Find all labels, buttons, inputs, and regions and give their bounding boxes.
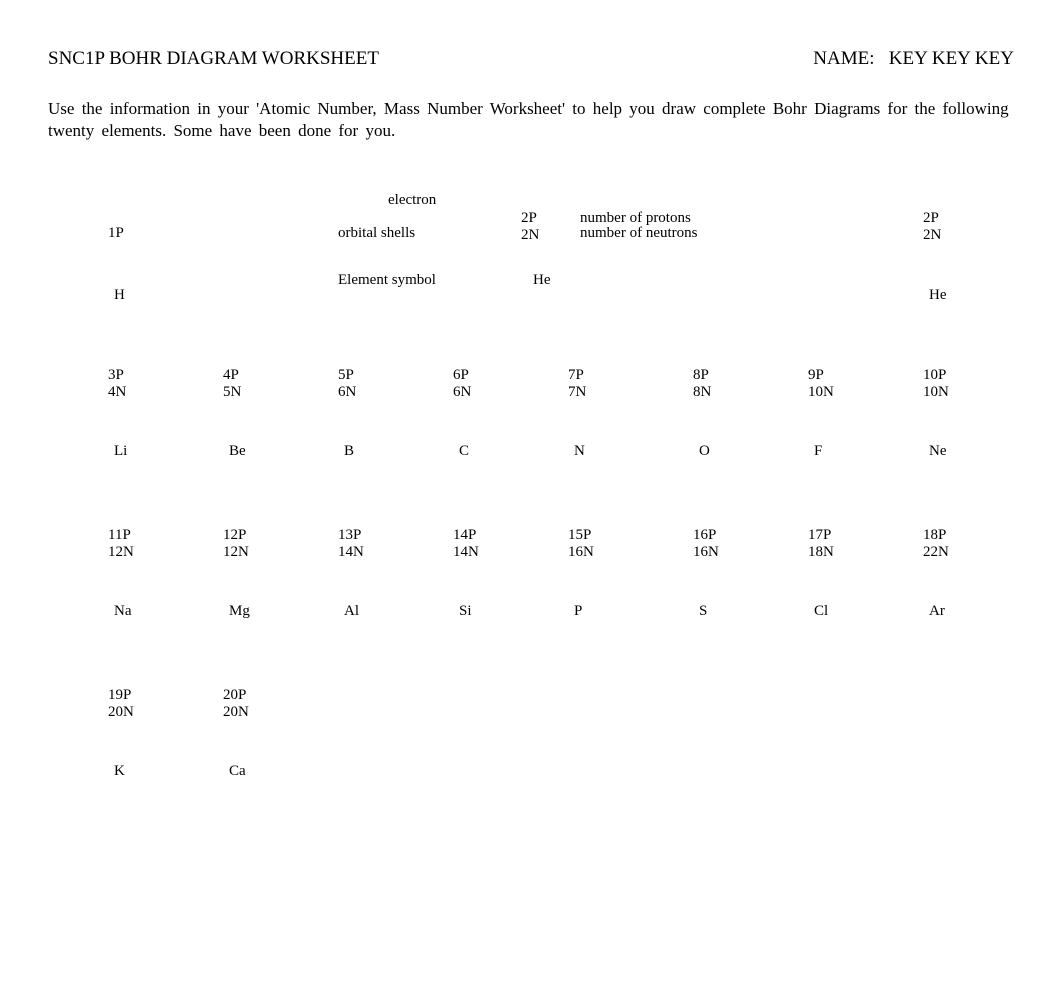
neutrons-count: 10N	[923, 384, 949, 401]
protons-count: 18P	[923, 527, 949, 544]
element-row: electron orbital shells Element symbol numb…	[48, 192, 1014, 347]
nucleus-info: 14P14N	[453, 527, 479, 560]
neutrons-count: 5N	[223, 384, 241, 401]
neutrons-count: 8N	[693, 384, 711, 401]
protons-count: 10P	[923, 367, 949, 384]
protons-count: 17P	[808, 527, 834, 544]
nucleus-info: 2P2N	[521, 210, 539, 243]
protons-count: 4P	[223, 367, 241, 384]
element-symbol: He	[929, 287, 947, 304]
neutrons-count: 10N	[808, 384, 834, 401]
label-orbital-shells: orbital shells	[338, 225, 415, 242]
element-symbol: C	[459, 443, 469, 460]
nucleus-info: 10P10N	[923, 367, 949, 400]
nucleus-info: 2P2N	[923, 210, 941, 243]
element-symbol: O	[699, 443, 710, 460]
element-symbol: S	[699, 603, 707, 620]
neutrons-count: 20N	[108, 704, 134, 721]
nucleus-info: 3P4N	[108, 367, 126, 400]
element-symbol: H	[114, 287, 125, 304]
element-symbol: B	[344, 443, 354, 460]
element-symbol: Si	[459, 603, 472, 620]
protons-count: 8P	[693, 367, 711, 384]
neutrons-count: 22N	[923, 544, 949, 561]
protons-count: 20P	[223, 687, 249, 704]
neutrons-count: 12N	[223, 544, 249, 561]
protons-count: 6P	[453, 367, 471, 384]
protons-count: 13P	[338, 527, 364, 544]
element-symbol: Be	[229, 443, 246, 460]
nucleus-info: 9P10N	[808, 367, 834, 400]
nucleus-info: 5P6N	[338, 367, 356, 400]
element-symbol: Ne	[929, 443, 947, 460]
element-symbol: He	[533, 272, 551, 289]
neutrons-count: 14N	[453, 544, 479, 561]
element-grid: electron orbital shells Element symbol numb…	[48, 192, 1014, 827]
neutrons-count: 7N	[568, 384, 586, 401]
name-label: NAME:	[813, 48, 874, 69]
neutrons-count: 2N	[521, 227, 539, 244]
element-symbol: Ar	[929, 603, 945, 620]
neutrons-count: 16N	[568, 544, 594, 561]
element-symbol: K	[114, 763, 125, 780]
element-symbol: Cl	[814, 603, 828, 620]
nucleus-info: 12P12N	[223, 527, 249, 560]
element-symbol: Mg	[229, 603, 250, 620]
element-row: 19P20NK20P20NCa	[48, 687, 1014, 827]
neutrons-count: 20N	[223, 704, 249, 721]
element-symbol: N	[574, 443, 585, 460]
worksheet-title: SNC1P BOHR DIAGRAM WORKSHEET	[48, 48, 379, 70]
nucleus-info: 7P7N	[568, 367, 586, 400]
nucleus-info: 18P22N	[923, 527, 949, 560]
element-symbol: Ca	[229, 763, 246, 780]
element-symbol: F	[814, 443, 822, 460]
header: SNC1P BOHR DIAGRAM WORKSHEET NAME: KEY K…	[48, 48, 1014, 70]
nucleus-info: 20P20N	[223, 687, 249, 720]
protons-count: 2P	[521, 210, 539, 227]
nucleus-info: 13P14N	[338, 527, 364, 560]
protons-count: 19P	[108, 687, 134, 704]
neutrons-count: 14N	[338, 544, 364, 561]
element-row: 3P4NLi4P5NBe5P6NB6P6NC7P7NN8P8NO9P10NF10…	[48, 367, 1014, 507]
neutrons-count: 16N	[693, 544, 719, 561]
protons-count: 2P	[923, 210, 941, 227]
neutrons-count: 6N	[453, 384, 471, 401]
protons-count: 15P	[568, 527, 594, 544]
protons-count: 7P	[568, 367, 586, 384]
nucleus-info: 19P20N	[108, 687, 134, 720]
protons-count: 1P	[108, 225, 124, 242]
neutrons-count: 12N	[108, 544, 134, 561]
element-symbol: Na	[114, 603, 132, 620]
neutrons-count: 18N	[808, 544, 834, 561]
protons-count: 12P	[223, 527, 249, 544]
nucleus-info: 17P18N	[808, 527, 834, 560]
element-symbol: P	[574, 603, 582, 620]
label-element-symbol: Element symbol	[338, 272, 436, 289]
nucleus-info: 6P6N	[453, 367, 471, 400]
nucleus-info: 4P5N	[223, 367, 241, 400]
name-line: NAME: KEY KEY KEY	[813, 48, 1014, 70]
label-electron: electron	[388, 192, 436, 209]
element-row: 11P12NNa12P12NMg13P14NAl14P14NSi15P16NP1…	[48, 527, 1014, 667]
protons-count: 11P	[108, 527, 134, 544]
nucleus-info: 8P8N	[693, 367, 711, 400]
instructions: Use the information in your 'Atomic Numb…	[48, 98, 1014, 142]
nucleus-info: 15P16N	[568, 527, 594, 560]
element-symbol: Al	[344, 603, 359, 620]
neutrons-count: 2N	[923, 227, 941, 244]
nucleus-info: 16P16N	[693, 527, 719, 560]
nucleus-info: 11P12N	[108, 527, 134, 560]
protons-count: 3P	[108, 367, 126, 384]
nucleus-info: 1P	[108, 225, 124, 242]
name-value: KEY KEY KEY	[889, 48, 1014, 69]
protons-count: 9P	[808, 367, 834, 384]
protons-count: 16P	[693, 527, 719, 544]
protons-count: 14P	[453, 527, 479, 544]
element-symbol: Li	[114, 443, 127, 460]
label-number-of-neutrons: number of neutrons	[580, 225, 697, 242]
neutrons-count: 6N	[338, 384, 356, 401]
protons-count: 5P	[338, 367, 356, 384]
neutrons-count: 4N	[108, 384, 126, 401]
